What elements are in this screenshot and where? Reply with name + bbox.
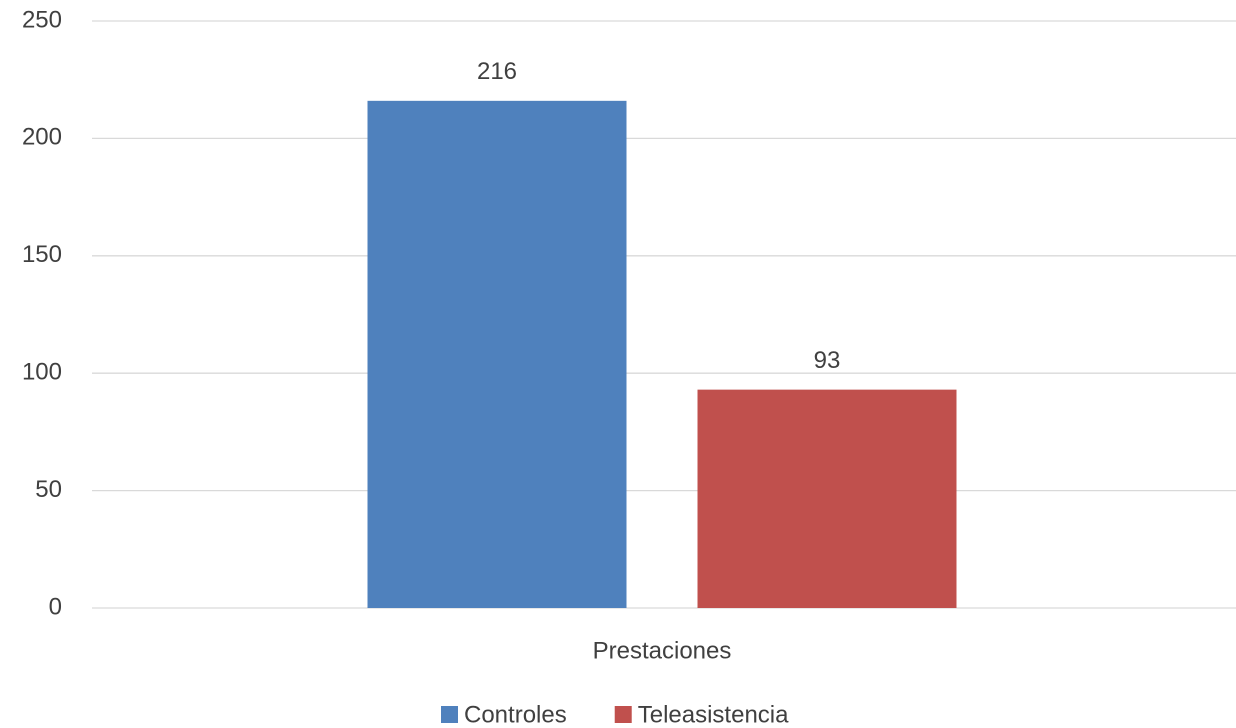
y-tick-label: 50 — [35, 476, 62, 503]
y-tick-label: 0 — [49, 593, 62, 620]
bar — [367, 100, 627, 608]
legend-swatch — [441, 706, 458, 723]
y-tick-label: 100 — [22, 359, 62, 386]
bar — [697, 389, 957, 608]
legend-label: Controles — [464, 701, 567, 728]
y-tick-label: 150 — [22, 241, 62, 268]
legend-swatch — [614, 706, 632, 723]
x-tick-label: Prestaciones — [593, 637, 732, 664]
data-label: 93 — [814, 347, 841, 374]
legend-label: Teleasistencia — [638, 701, 789, 728]
y-tick-label: 200 — [22, 124, 62, 151]
data-label: 216 — [477, 58, 517, 85]
y-tick-label: 250 — [22, 6, 62, 33]
